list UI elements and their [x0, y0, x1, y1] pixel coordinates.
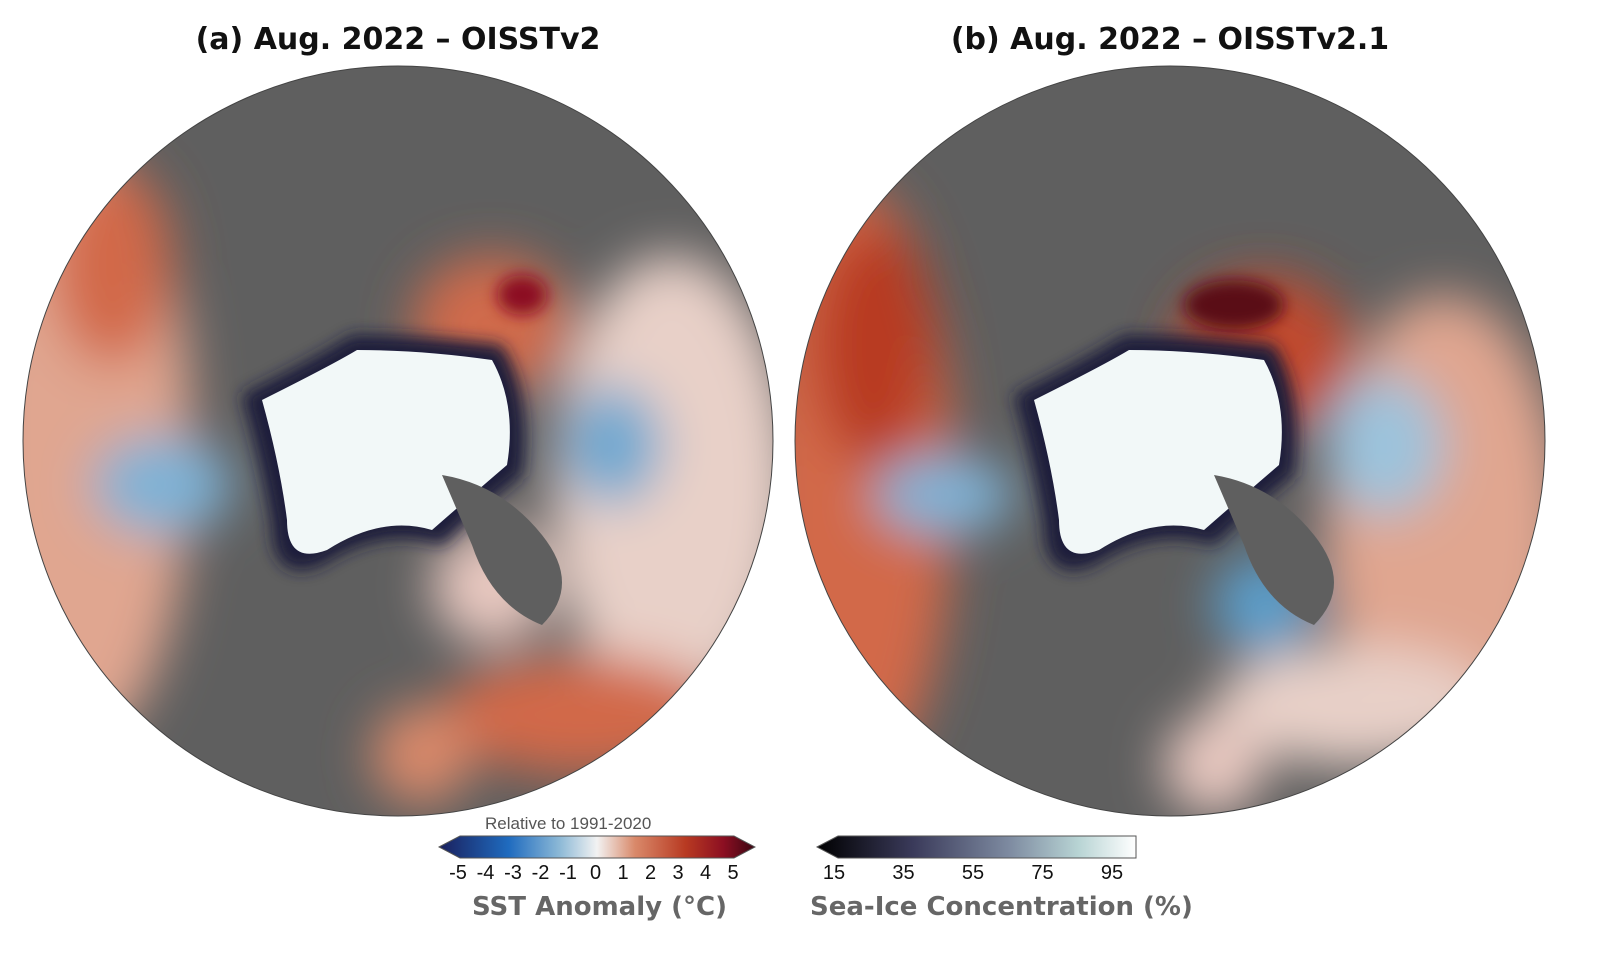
ice-colorbar-title: Sea-Ice Concentration (%): [810, 892, 1193, 922]
sst-tick-label: -4: [476, 862, 495, 884]
sst-tick-label: -3: [504, 862, 522, 884]
sst-colorbar: [438, 835, 756, 859]
map-panel-b: [794, 65, 1546, 817]
ice-colorbar: [816, 835, 1137, 859]
sst-tick-label: 3: [672, 862, 684, 884]
sst-tick-label: -2: [531, 862, 550, 884]
panel-b-title: (b) Aug. 2022 – OISSTv2.1: [950, 22, 1390, 57]
sst-tick-label: 2: [644, 862, 657, 884]
map-panel-a: [22, 65, 774, 817]
sea-ice: [262, 350, 510, 554]
ice-tick-label: 55: [961, 862, 985, 884]
sea-ice: [1034, 350, 1282, 554]
sst-tick-label: -5: [449, 862, 467, 884]
sst-tick-label: 0: [589, 862, 602, 884]
sst-colorbar-subtitle: Relative to 1991-2020: [485, 814, 652, 833]
sst-tick-label: -1: [559, 862, 577, 884]
ice-tick-label: 95: [1100, 862, 1124, 884]
sst-tick-label: 5: [727, 862, 739, 884]
panel-a-title: (a) Aug. 2022 – OISSTv2: [195, 22, 601, 57]
ice-tick-label: 35: [892, 862, 915, 884]
ice-tick-label: 75: [1031, 862, 1054, 884]
sst-tick-label: 1: [617, 862, 629, 884]
sst-tick-label: 4: [699, 862, 712, 884]
ice-tick-label: 15: [822, 862, 846, 884]
sst-colorbar-title: SST Anomaly (°C): [472, 892, 727, 922]
